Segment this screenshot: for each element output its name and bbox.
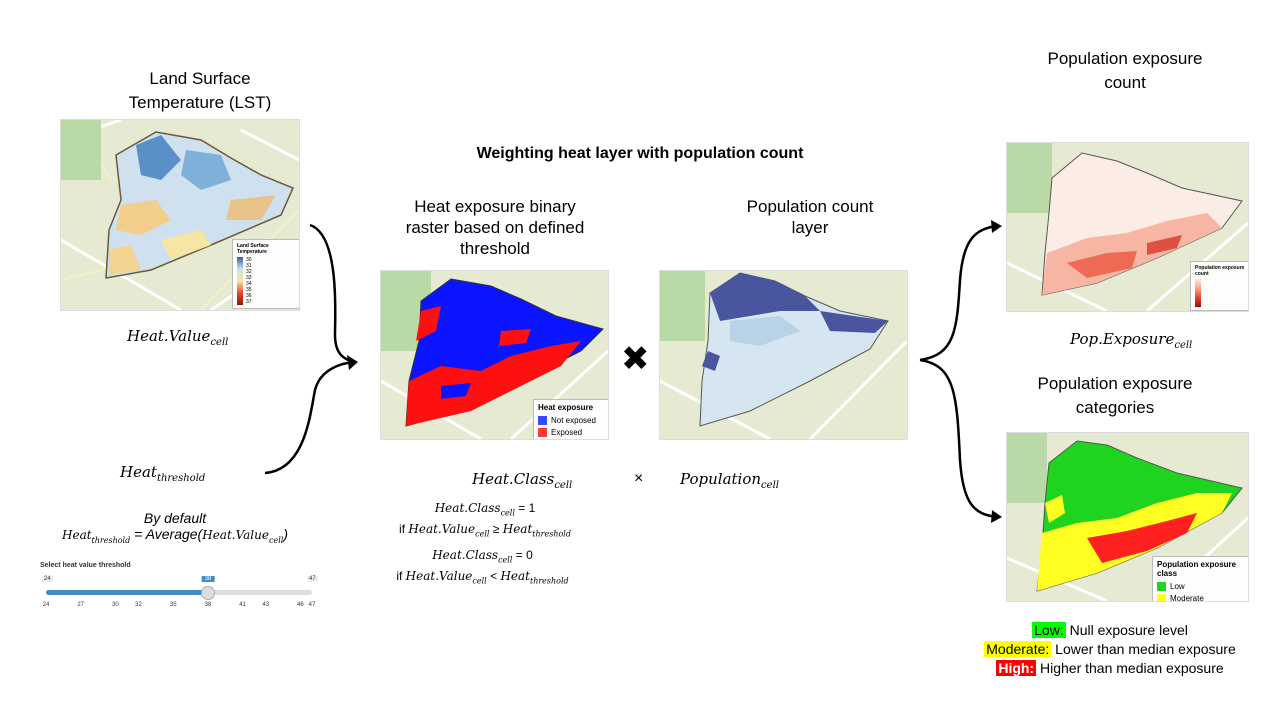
count-title: Population exposure count [1047, 49, 1203, 92]
count-legend-gradient [1195, 279, 1201, 307]
legend-item: Exposed [538, 426, 604, 438]
lst-legend-tick: 35 [246, 287, 252, 293]
legend-label: Low [1170, 581, 1185, 591]
lst-legend-tick: 33 [246, 275, 252, 281]
slider-tick-label: 35 [169, 602, 177, 608]
heat-value-formula: Heat.Valuecell [127, 327, 229, 348]
lst-legend-tick: 32 [246, 269, 252, 275]
slider-label: Select heat value threshold [40, 562, 131, 569]
lst-legend-tick: 36 [246, 293, 252, 299]
slider-max-badge: 47 [307, 576, 318, 582]
slider-ticks: 24 27 30 32 35 38 41 43 46 47 [42, 602, 316, 612]
slider-tick-label: 46 [297, 602, 304, 608]
key-desc: Null exposure level [1065, 622, 1188, 638]
lst-title: Land Surface Temperature (LST) [128, 69, 272, 112]
lst-legend-tick: 34 [246, 281, 252, 287]
categories-legend: Population exposure class LowModerateHig… [1152, 556, 1248, 602]
threshold-slider[interactable]: Select heat value threshold 24 47 38 24 2… [40, 562, 318, 612]
lst-legend-gradient [237, 257, 243, 305]
key-desc: Lower than median exposure [1051, 641, 1236, 657]
key-row: Low: Null exposure level [940, 621, 1280, 640]
slider-tick-label: 41 [239, 602, 246, 608]
merge-arrows [264, 223, 358, 475]
key-row: High: Higher than median exposure [940, 659, 1280, 678]
categories-map: Population exposure class LowModerateHig… [1006, 432, 1249, 602]
lst-legend-tick: 31 [246, 263, 252, 269]
split-arrows [919, 220, 1002, 523]
count-legend: Population exposure count [1190, 261, 1248, 311]
key-tag: Low: [1032, 622, 1066, 638]
slider-fill [46, 590, 208, 595]
categories-title: Population exposure categories [1037, 374, 1193, 417]
center-heading: Weighting heat layer with population cou… [476, 145, 804, 162]
slider-tick-label: 32 [135, 602, 142, 608]
slider-tick-label: 27 [77, 602, 85, 608]
multiply-icon: ✖ [621, 340, 650, 378]
legend-label: Moderate [1170, 593, 1204, 602]
times-symbol: × [634, 470, 644, 487]
binary-legend: Heat exposure Not exposed Exposed [533, 399, 608, 439]
key-desc: Higher than median exposure [1036, 660, 1224, 676]
heat-threshold-formula: Heatthreshold [120, 463, 206, 484]
slider-tick-label: 43 [262, 602, 270, 608]
binary-map: Heat exposure Not exposed Exposed [380, 270, 609, 440]
key-row: Moderate: Lower than median exposure [940, 640, 1280, 659]
slider-min-badge: 24 [42, 576, 53, 582]
slider-tick-label: 47 [308, 602, 316, 608]
slider-handle[interactable] [200, 586, 215, 600]
slider-tick-label: 38 [204, 602, 212, 608]
legend-swatch [1157, 581, 1166, 591]
pop-exposure-formula: Pop.Exposurecell [1070, 330, 1193, 351]
legend-swatch [538, 427, 547, 437]
legend-swatch [1157, 593, 1166, 601]
population-map [659, 270, 908, 440]
lst-legend-tick: 37 [246, 299, 252, 305]
slider-tick-label: 30 [112, 602, 119, 608]
legend-label: Not exposed [551, 415, 596, 425]
legend-label: Exposed [551, 427, 583, 437]
lst-legend: Land Surface Temperature 30 31 32 33 34 35 36 3… [232, 239, 299, 309]
legend-item: Not exposed [538, 414, 604, 426]
rule-exposed: Heat.Classcell = 1 if Heat.Valuecell ≥ H… [399, 501, 571, 539]
default-note: By default Heatthreshold = Average(Heat.… [62, 510, 288, 545]
binary-title: Heat exposure binary raster based on def… [405, 197, 585, 258]
category-key: Low: Null exposure level Moderate: Lower … [940, 621, 1280, 678]
lst-map: Land Surface Temperature 30 31 32 33 34 35 36 3… [60, 119, 300, 311]
legend-item: Moderate [1157, 592, 1247, 602]
legend-item: Low [1157, 580, 1247, 592]
pop-title: Population count layer [746, 197, 874, 237]
heat-class-formula: Heat.Classcell [472, 470, 573, 491]
key-tag: High: [996, 660, 1037, 676]
legend-swatch [538, 415, 547, 425]
slider-value-badge: 38 [201, 576, 215, 582]
lst-legend-tick: 30 [246, 257, 252, 263]
slider-tick-label: 24 [42, 602, 50, 608]
key-tag: Moderate: [984, 641, 1052, 657]
count-map: Population exposure count [1006, 142, 1249, 312]
rule-not-exposed: Heat.Classcell = 0 if Heat.Valuecell < H… [396, 548, 569, 586]
population-formula: Populationcell [680, 470, 779, 491]
